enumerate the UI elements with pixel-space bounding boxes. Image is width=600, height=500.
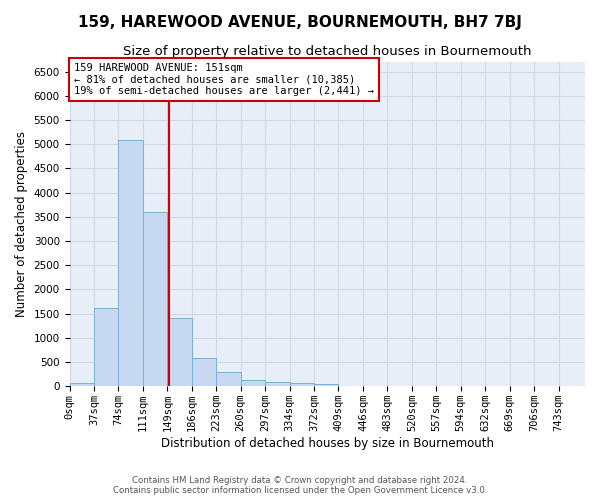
Bar — [143, 212, 167, 386]
Bar — [167, 318, 192, 386]
Text: 159, HAREWOOD AVENUE, BOURNEMOUTH, BH7 7BJ: 159, HAREWOOD AVENUE, BOURNEMOUTH, BH7 7… — [78, 15, 522, 30]
Bar — [290, 383, 314, 386]
Bar — [241, 380, 265, 386]
Bar — [94, 308, 118, 386]
Bar — [265, 382, 290, 386]
X-axis label: Distribution of detached houses by size in Bournemouth: Distribution of detached houses by size … — [161, 437, 494, 450]
Bar — [314, 384, 338, 386]
Bar — [192, 358, 216, 386]
Bar — [118, 140, 143, 386]
Y-axis label: Number of detached properties: Number of detached properties — [15, 131, 28, 317]
Title: Size of property relative to detached houses in Bournemouth: Size of property relative to detached ho… — [123, 45, 532, 58]
Bar — [70, 382, 94, 386]
Bar — [216, 372, 241, 386]
Text: 159 HAREWOOD AVENUE: 151sqm
← 81% of detached houses are smaller (10,385)
19% of: 159 HAREWOOD AVENUE: 151sqm ← 81% of det… — [74, 63, 374, 96]
Text: Contains HM Land Registry data © Crown copyright and database right 2024.
Contai: Contains HM Land Registry data © Crown c… — [113, 476, 487, 495]
